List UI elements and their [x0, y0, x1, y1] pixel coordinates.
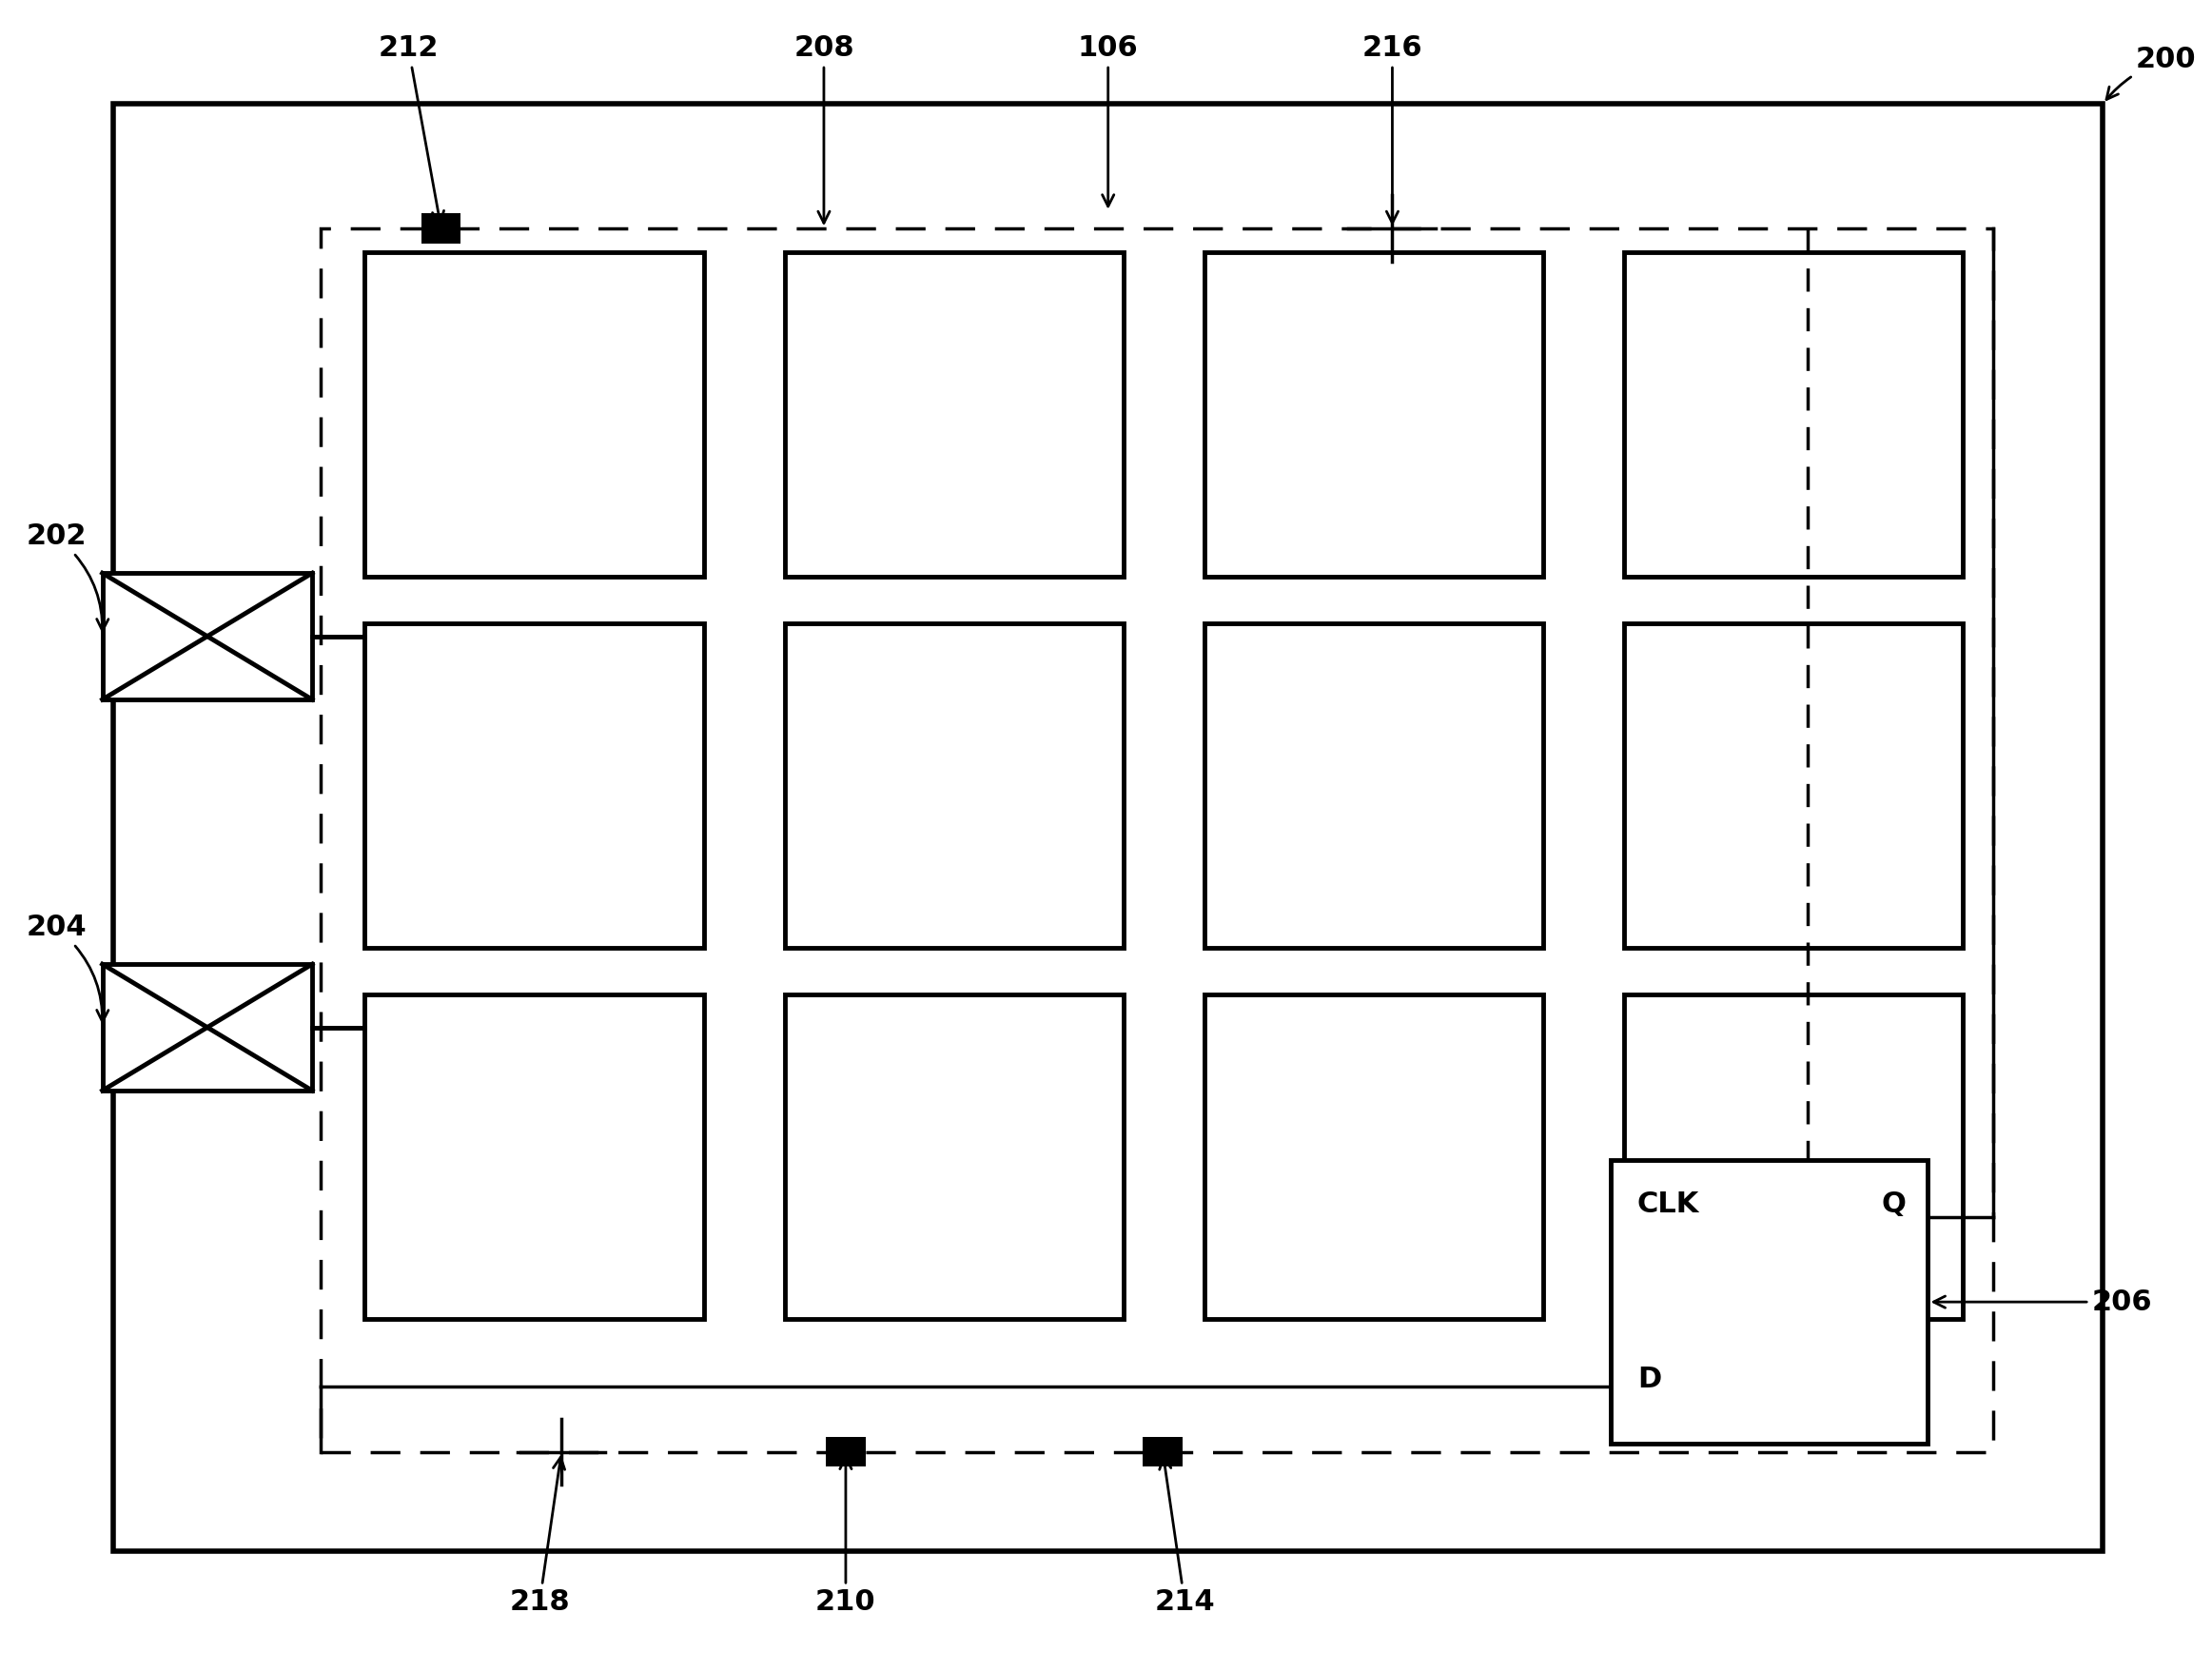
Text: CLK: CLK	[1637, 1190, 1699, 1217]
Bar	[1203, 995, 1544, 1319]
Bar	[321, 229, 1993, 1451]
Bar	[102, 965, 312, 1090]
Bar	[1624, 624, 1962, 948]
Bar	[785, 624, 1124, 948]
Bar	[113, 104, 2104, 1552]
Bar	[825, 1436, 865, 1466]
Text: 212: 212	[378, 35, 445, 222]
Text: 210: 210	[816, 1458, 876, 1615]
Text: 204: 204	[27, 913, 108, 1022]
Bar	[1144, 1436, 1183, 1466]
Bar	[365, 252, 703, 577]
Bar	[1610, 1160, 1929, 1443]
Text: 208: 208	[794, 35, 854, 222]
Text: 106: 106	[1077, 35, 1139, 206]
Bar	[785, 995, 1124, 1319]
Bar	[785, 252, 1124, 577]
Bar	[365, 624, 703, 948]
Text: 206: 206	[1933, 1287, 2152, 1316]
Bar	[1203, 252, 1544, 577]
Text: 202: 202	[27, 523, 108, 630]
Bar	[365, 995, 703, 1319]
Bar	[1624, 252, 1962, 577]
Text: D: D	[1637, 1366, 1661, 1393]
Bar	[1203, 624, 1544, 948]
Bar	[1624, 995, 1962, 1319]
Text: 214: 214	[1155, 1458, 1214, 1615]
Bar	[102, 573, 312, 699]
Text: 216: 216	[1363, 35, 1422, 222]
Bar	[422, 214, 460, 244]
Text: 218: 218	[509, 1458, 571, 1615]
Text: Q: Q	[1882, 1190, 1907, 1217]
Text: 200: 200	[2106, 45, 2197, 99]
